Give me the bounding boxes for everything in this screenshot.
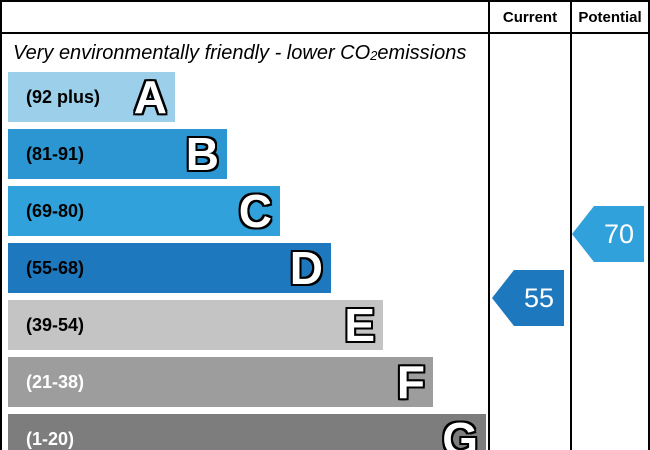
band-bar-b: (81-91) B: [8, 129, 227, 179]
band-range-label: (39-54): [26, 314, 85, 335]
header-divider-line: [2, 32, 648, 34]
band-range-label: (55-68): [26, 257, 85, 278]
band-row-c: (69-80) C: [8, 186, 488, 236]
chart-title: Very environmentally friendly - lower CO…: [13, 41, 467, 64]
band-row-g: (1-20) G: [8, 414, 488, 450]
band-range-label: (92 plus): [26, 86, 101, 107]
current-rating-arrow: 55: [492, 270, 564, 326]
potential-column-divider: [570, 2, 572, 450]
chart-title-suffix: emissions: [377, 41, 467, 64]
potential-rating-arrow: 70: [572, 206, 644, 262]
band-row-d: (55-68) D: [8, 243, 488, 293]
band-row-f: (21-38) F: [8, 357, 488, 407]
band-letter: F: [396, 356, 425, 408]
band-range-label: (81-91): [26, 143, 85, 164]
band-row-a: (92 plus) A: [8, 72, 488, 122]
band-bar-e: (39-54) E: [8, 300, 383, 350]
rating-bands: (92 plus) A (81-91) B (69-80) C (55-68) …: [8, 72, 488, 450]
band-letter: A: [133, 71, 167, 123]
current-rating-value: 55: [523, 282, 555, 313]
band-letter: G: [442, 413, 478, 450]
band-row-b: (81-91) B: [8, 129, 488, 179]
left-pointer-icon: [572, 206, 644, 262]
band-range-label: (1-20): [26, 428, 75, 449]
current-column-divider: [488, 2, 490, 450]
band-bar-f: (21-38) F: [8, 357, 433, 407]
potential-column-header: Potential: [578, 8, 642, 26]
band-letter: D: [289, 242, 323, 294]
band-range-label: (69-80): [26, 200, 85, 221]
chart-title-text: Very environmentally friendly - lower CO: [13, 41, 371, 64]
band-letter: C: [238, 185, 272, 237]
potential-rating-value: 70: [603, 218, 635, 249]
band-bar-g: (1-20) G: [8, 414, 486, 450]
left-pointer-icon: [492, 270, 564, 326]
band-bar-a: (92 plus) A: [8, 72, 175, 122]
band-bar-c: (69-80) C: [8, 186, 280, 236]
band-bar-d: (55-68) D: [8, 243, 331, 293]
band-letter: E: [344, 299, 375, 351]
band-letter: B: [185, 128, 219, 180]
band-row-e: (39-54) E: [8, 300, 488, 350]
current-column-header: Current: [502, 8, 558, 26]
band-range-label: (21-38): [26, 371, 85, 392]
